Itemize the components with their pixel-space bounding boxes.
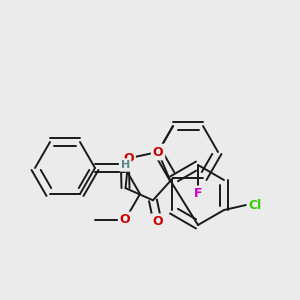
Text: O: O (152, 215, 163, 228)
Text: F: F (194, 187, 202, 200)
Text: O: O (120, 214, 130, 226)
Text: H: H (121, 160, 130, 170)
Text: O: O (123, 152, 134, 165)
Text: O: O (153, 146, 163, 158)
Text: Cl: Cl (248, 199, 261, 212)
